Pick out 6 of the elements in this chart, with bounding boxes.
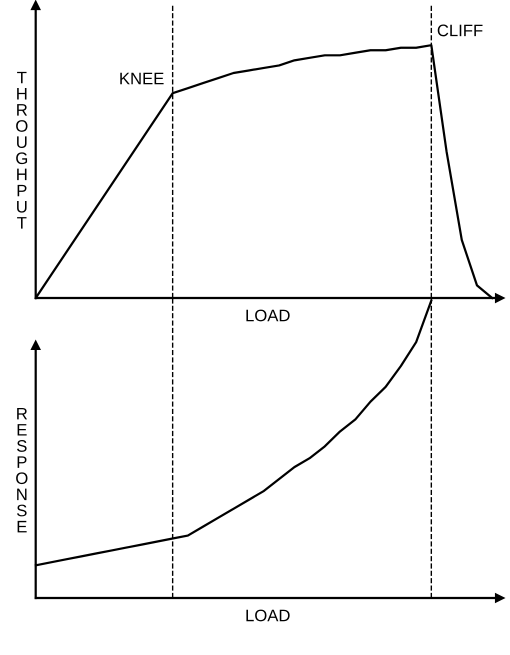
x-axis-title: LOAD — [246, 310, 290, 322]
y-axis-title: RESPONSE — [16, 408, 28, 532]
text: CLIFF — [438, 24, 483, 36]
annotation: KNEE — [120, 72, 164, 84]
x-axis-title: LOAD — [246, 610, 290, 622]
text: THROUGHPUT — [16, 72, 28, 229]
